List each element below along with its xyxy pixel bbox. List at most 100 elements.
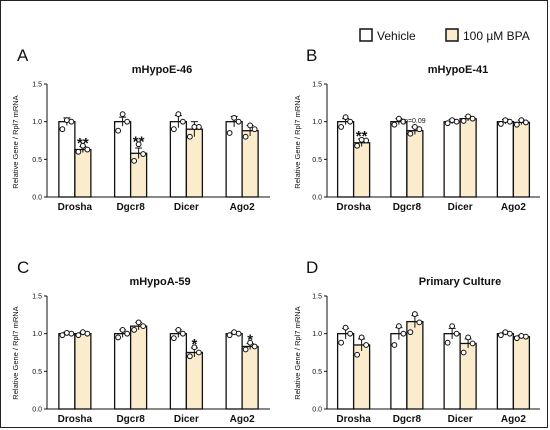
- y-axis-label: Relative Gene / Rpl7 mRNA: [293, 306, 302, 399]
- y-tick-label: 1.5: [32, 294, 42, 301]
- x-tick-label: Drosha: [58, 414, 93, 425]
- data-point: [191, 124, 198, 130]
- data-point: [465, 334, 472, 341]
- data-point: [195, 349, 202, 356]
- data-point: [338, 124, 345, 130]
- x-tick-label: Drosha: [336, 414, 371, 425]
- data-point: [395, 323, 402, 330]
- panel-letter: C: [17, 258, 29, 277]
- y-tick-label: 0.5: [312, 369, 322, 376]
- data-point: [407, 130, 414, 137]
- y-tick-label: 0.5: [32, 157, 42, 164]
- bar-drosha-bpa: [74, 148, 92, 198]
- y-tick-label: 0.5: [312, 157, 322, 164]
- bar-dicer-vehicle: [443, 121, 461, 198]
- bar-ago2-bpa: [512, 336, 531, 410]
- legend-swatch-1: [445, 28, 459, 42]
- bar-ago2-bpa: [241, 130, 259, 198]
- p-value-annotation: p=0.09: [404, 118, 426, 125]
- bar-ago2-vehicle: [225, 333, 243, 410]
- y-tick-label: 1.0: [312, 331, 322, 338]
- significance-annotation: **: [356, 128, 368, 145]
- data-point: [342, 114, 349, 121]
- data-point: [119, 111, 126, 118]
- data-point: [186, 133, 193, 140]
- chart-title: mHypoE-41: [428, 64, 489, 76]
- data-point: [354, 142, 361, 149]
- data-point: [400, 330, 407, 337]
- y-tick-label: 1.0: [32, 119, 42, 126]
- data-point: [175, 327, 182, 333]
- data-point: [347, 118, 354, 125]
- data-point: [444, 120, 451, 127]
- data-point: [444, 339, 451, 346]
- panel-letter: D: [306, 258, 318, 277]
- data-point: [338, 339, 345, 346]
- data-point: [119, 327, 126, 333]
- data-point: [131, 157, 138, 164]
- data-point: [191, 344, 198, 351]
- data-point: [175, 111, 182, 118]
- data-point: [231, 329, 238, 336]
- data-point: [79, 142, 86, 149]
- legend-swatch-0: [359, 28, 373, 42]
- data-point: [358, 334, 365, 341]
- bar-dgcr8-bpa: [129, 325, 148, 410]
- x-tick-label: Ago2: [501, 414, 526, 425]
- data-point: [226, 332, 233, 339]
- data-point: [115, 334, 122, 341]
- bar-ago2-bpa: [512, 121, 531, 198]
- data-point: [179, 330, 186, 337]
- data-point: [502, 329, 509, 336]
- bar-dicer-vehicle: [169, 333, 188, 410]
- bar-ago2-bpa: [241, 345, 259, 410]
- data-point: [79, 329, 86, 336]
- data-point: [170, 335, 177, 342]
- data-point: [513, 121, 520, 128]
- bar-drosha-bpa: [352, 142, 371, 198]
- data-point: [400, 118, 407, 125]
- data-point: [502, 117, 509, 124]
- bar-dicer-vehicle: [169, 121, 188, 198]
- y-axis-label: Relative Gene / Rpl7 mRNA: [293, 95, 302, 188]
- data-point: [131, 327, 138, 333]
- data-point: [469, 115, 476, 122]
- y-tick-label: 1.5: [312, 82, 322, 89]
- data-point: [84, 146, 91, 153]
- chart-title: mHypoA-59: [129, 276, 190, 288]
- chart-title: Primary Culture: [419, 276, 502, 288]
- bar-dgcr8-vehicle: [390, 121, 408, 198]
- data-point: [469, 340, 476, 347]
- data-point: [518, 333, 525, 339]
- data-point: [518, 117, 525, 124]
- data-point: [391, 342, 398, 348]
- data-point: [342, 324, 349, 331]
- data-point: [416, 126, 423, 133]
- bar-ago2-vehicle: [496, 333, 515, 410]
- data-point: [497, 332, 504, 339]
- data-point: [416, 319, 423, 326]
- data-point: [59, 332, 66, 339]
- data-point: [226, 130, 233, 136]
- y-tick-label: 0.0: [32, 195, 42, 202]
- data-point: [347, 330, 354, 337]
- data-point: [63, 330, 70, 336]
- chart-title: mHypoE-46: [132, 64, 193, 76]
- data-point: [124, 330, 131, 337]
- data-point: [449, 323, 456, 330]
- y-tick-label: 1.5: [312, 294, 322, 301]
- bar-drosha-bpa: [74, 333, 92, 410]
- data-point: [186, 353, 193, 360]
- y-tick-label: 1.0: [32, 331, 42, 338]
- x-tick-label: Drosha: [336, 202, 371, 213]
- bar-dgcr8-vehicle: [113, 333, 132, 410]
- data-point: [453, 330, 460, 337]
- data-point: [449, 117, 456, 124]
- bar-dgcr8-bpa: [406, 130, 424, 198]
- data-point: [251, 126, 258, 133]
- data-point: [63, 117, 70, 124]
